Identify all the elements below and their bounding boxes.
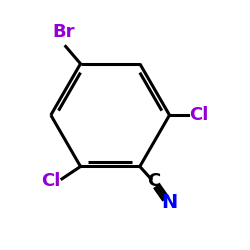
Text: Cl: Cl xyxy=(41,172,61,190)
Text: C: C xyxy=(147,172,160,190)
Text: N: N xyxy=(162,193,178,212)
Text: Br: Br xyxy=(52,24,74,42)
Text: Cl: Cl xyxy=(189,106,209,124)
